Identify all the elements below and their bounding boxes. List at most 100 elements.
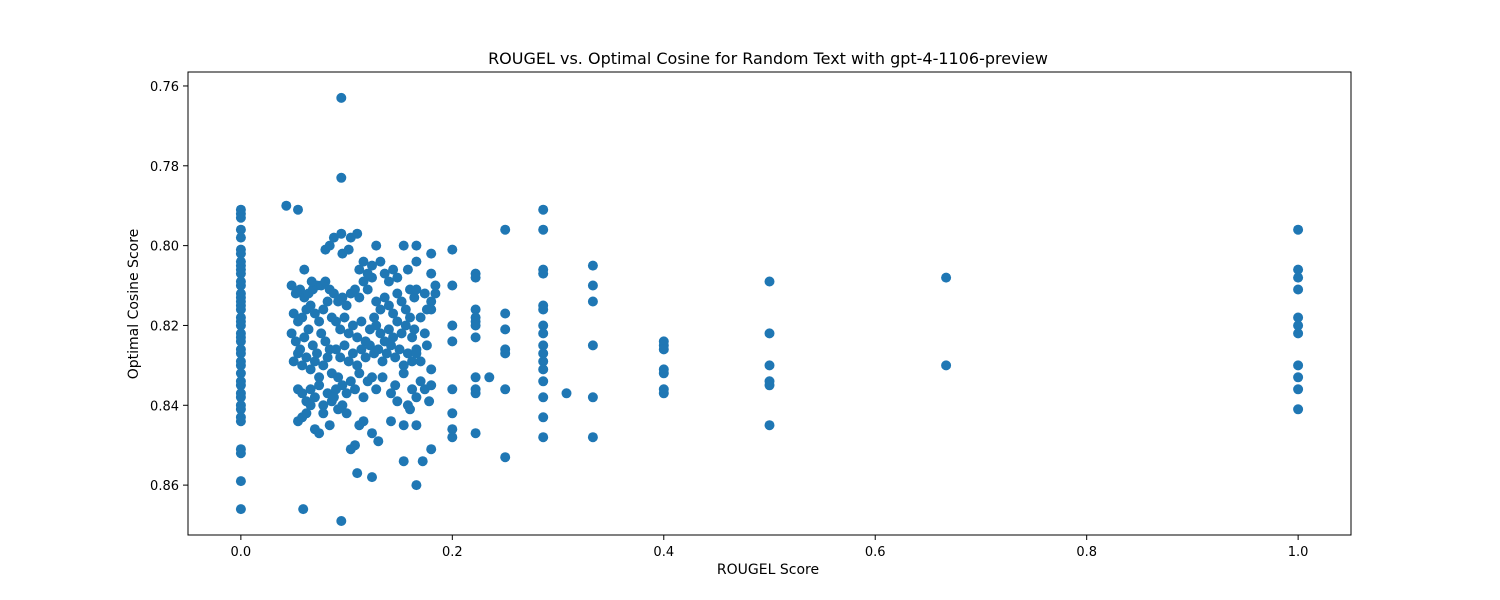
data-point: [235, 416, 246, 427]
data-point: [306, 276, 317, 287]
data-point: [367, 472, 377, 483]
data-point: [339, 340, 350, 351]
data-point: [331, 316, 341, 327]
data-point: [417, 456, 428, 467]
y-tick-label: 0.86: [150, 479, 179, 494]
data-point: [286, 280, 297, 291]
data-point: [318, 304, 329, 315]
data-point: [305, 300, 316, 311]
data-point: [235, 212, 246, 223]
data-point: [297, 312, 308, 323]
data-point: [396, 296, 407, 307]
y-axis-label: Optimal Cosine Score: [126, 229, 142, 380]
data-point: [402, 348, 413, 359]
data-point: [281, 200, 292, 211]
data-point: [328, 392, 339, 403]
data-point: [419, 328, 430, 339]
data-point: [470, 428, 481, 439]
y-tick-label: 0.82: [150, 319, 179, 334]
data-point: [538, 340, 549, 351]
data-point: [235, 304, 246, 315]
data-point: [1293, 328, 1304, 339]
y-tick-label: 0.76: [150, 80, 179, 95]
data-point: [235, 392, 246, 403]
data-point: [320, 276, 331, 287]
data-point: [335, 352, 346, 363]
data-point: [430, 288, 441, 299]
data-point: [470, 372, 481, 383]
data-point: [235, 248, 246, 259]
y-tick-label: 0.78: [150, 160, 179, 175]
data-point: [587, 280, 598, 291]
data-point: [352, 228, 363, 239]
x-tick-label: 0.0: [231, 545, 252, 560]
data-point: [343, 328, 354, 339]
data-point: [447, 280, 458, 291]
data-point: [500, 348, 511, 359]
data-point: [352, 332, 363, 343]
data-point: [350, 440, 360, 451]
data-point: [377, 356, 388, 367]
data-point: [336, 92, 347, 103]
data-point: [392, 272, 403, 283]
data-point: [407, 356, 418, 367]
data-point: [314, 428, 325, 439]
data-point: [299, 332, 310, 343]
data-point: [373, 344, 384, 355]
data-point: [1293, 272, 1304, 283]
data-point: [538, 432, 549, 443]
data-point: [352, 360, 363, 371]
data-point: [235, 232, 246, 243]
data-point: [328, 288, 339, 299]
data-point: [561, 388, 572, 399]
data-point: [295, 284, 306, 295]
data-point: [411, 256, 422, 267]
data-point: [324, 420, 335, 431]
data-point: [415, 356, 426, 367]
data-point: [288, 356, 299, 367]
data-point: [297, 388, 308, 399]
data-point: [405, 404, 415, 415]
data-point: [354, 264, 365, 275]
data-point: [500, 308, 511, 319]
data-point: [381, 348, 392, 359]
data-point: [343, 356, 354, 367]
data-point: [392, 316, 403, 327]
data-point: [470, 332, 481, 343]
data-point: [301, 352, 312, 363]
x-tick-label: 0.8: [1076, 545, 1097, 560]
data-point: [426, 364, 437, 375]
data-point: [538, 356, 549, 367]
data-point: [290, 336, 301, 347]
data-point: [328, 232, 339, 243]
data-point: [1293, 224, 1304, 235]
data-point: [356, 344, 367, 355]
points-layer: [235, 92, 1304, 526]
data-point: [309, 392, 320, 403]
data-point: [235, 280, 246, 291]
data-point: [235, 320, 246, 331]
x-tick-label: 0.2: [442, 545, 463, 560]
data-point: [305, 384, 316, 395]
data-point: [764, 420, 775, 431]
data-point: [764, 380, 775, 391]
data-point: [235, 224, 246, 235]
data-point: [362, 284, 373, 295]
data-point: [303, 324, 314, 335]
data-point: [411, 284, 422, 295]
data-point: [447, 432, 458, 443]
data-point: [339, 312, 350, 323]
data-point: [322, 352, 333, 363]
data-point: [371, 240, 382, 251]
data-point: [301, 408, 312, 419]
data-point: [235, 404, 246, 415]
data-point: [386, 416, 396, 427]
data-point: [430, 280, 441, 291]
data-point: [337, 380, 348, 391]
data-point: [341, 408, 352, 419]
data-point: [347, 320, 358, 331]
data-point: [447, 320, 458, 331]
data-point: [470, 320, 481, 331]
data-point: [235, 268, 246, 279]
data-point: [1293, 264, 1304, 275]
